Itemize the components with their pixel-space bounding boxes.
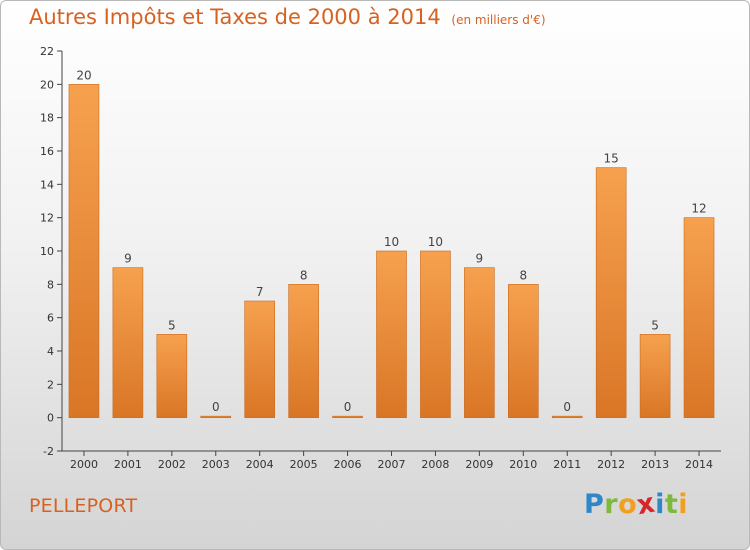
bar-2011 [551, 415, 583, 418]
logo-letter: i [655, 489, 665, 520]
x-tick-label: 2008 [421, 458, 449, 471]
y-tick-label: 22 [40, 45, 54, 58]
y-tick-label: 4 [47, 345, 54, 358]
y-tick-label: 18 [40, 112, 54, 125]
chart-title: Autres Impôts et Taxes de 2000 à 2014 (e… [29, 5, 546, 29]
logo-letter: i [678, 489, 689, 520]
value-label: 9 [124, 252, 132, 266]
x-tick-label: 2001 [114, 458, 142, 471]
x-tick-label: 2009 [465, 458, 493, 471]
bars [68, 84, 715, 418]
bar-2000 [68, 84, 100, 418]
bar-2002 [156, 334, 188, 418]
logo-letter: r [604, 489, 619, 520]
logo-letter: P [584, 489, 605, 520]
x-tick-label: 2005 [290, 458, 318, 471]
x-tick-label: 2006 [334, 458, 362, 471]
bar-2013 [639, 334, 671, 418]
value-label: 7 [256, 285, 264, 299]
value-label: 0 [563, 400, 571, 414]
bar-2014 [683, 217, 715, 418]
bar-2012 [595, 167, 627, 418]
value-label: 9 [476, 252, 484, 266]
value-label: 0 [344, 400, 352, 414]
logo-letter: t [664, 489, 679, 520]
y-tick-label: 0 [47, 412, 54, 425]
chart-title-main: Autres Impôts et Taxes de 2000 à 2014 [29, 5, 441, 29]
labels: -2 0 2 4 6 8 10 12 14 16 18 20 22 20 2000 9 2001 5 2002 0 20… [40, 45, 713, 471]
y-tick-label: 8 [47, 278, 54, 291]
value-label: 10 [384, 235, 399, 249]
y-tick-label: 6 [47, 312, 54, 325]
value-label: 15 [604, 152, 619, 166]
y-tick-label: 10 [40, 245, 54, 258]
value-label: 10 [428, 235, 443, 249]
x-tick-label: 2013 [641, 458, 669, 471]
x-tick-label: 2000 [70, 458, 98, 471]
chart-title-unit: (en milliers d'€) [451, 13, 546, 27]
x-tick-label: 2004 [246, 458, 274, 471]
y-tick-label: 2 [47, 378, 54, 391]
bar-2004 [244, 300, 275, 418]
y-tick-label: 16 [40, 145, 54, 158]
bar-2006 [332, 415, 363, 418]
bar-2005 [288, 284, 319, 418]
value-label: 8 [519, 268, 527, 282]
x-tick-label: 2012 [597, 458, 625, 471]
value-label: 8 [300, 268, 308, 282]
x-tick-label: 2011 [553, 458, 581, 471]
x-tick-label: 2007 [378, 458, 406, 471]
bar-2003 [200, 415, 232, 418]
bar-2008 [420, 250, 451, 418]
bar-2010 [507, 284, 539, 418]
value-label: 5 [651, 318, 659, 332]
x-tick-label: 2014 [685, 458, 713, 471]
x-tick-label: 2002 [158, 458, 186, 471]
value-label: 5 [168, 318, 176, 332]
proxiti-logo: Proxiti [584, 488, 689, 522]
bar-2007 [376, 250, 407, 418]
commune-name: PELLEPORT [29, 495, 138, 517]
bar-2009 [464, 267, 495, 418]
bar-2001 [112, 267, 144, 418]
value-label: 12 [691, 202, 706, 216]
y-tick-label: 14 [40, 178, 54, 191]
y-tick-label: 20 [40, 78, 54, 91]
y-tick-label: 12 [40, 212, 54, 225]
x-tick-label: 2010 [509, 458, 537, 471]
value-label: 20 [76, 68, 91, 82]
y-tick-label: -2 [43, 445, 54, 458]
value-label: 0 [212, 400, 220, 414]
x-tick-label: 2003 [202, 458, 230, 471]
logo-letter: o [618, 489, 638, 520]
axes [57, 50, 721, 456]
